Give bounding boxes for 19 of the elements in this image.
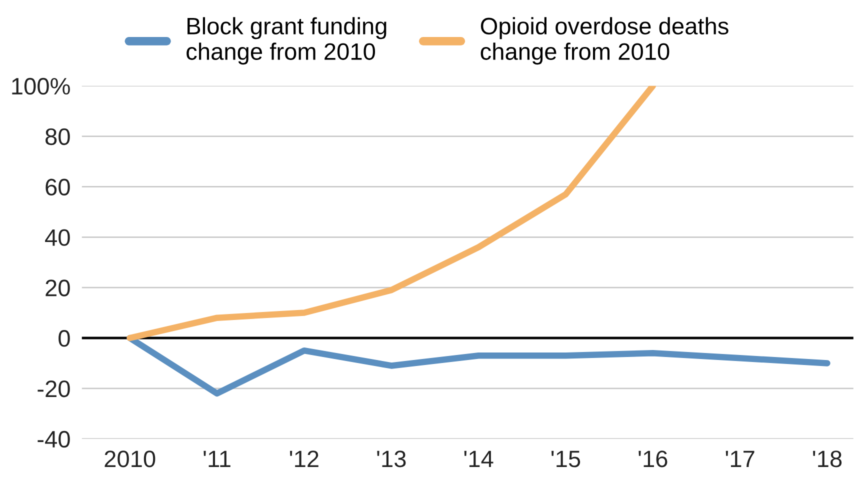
x-tick-label: '18 — [813, 450, 842, 468]
y-tick-label: -20 — [38, 380, 70, 398]
y-tick-label: 100% — [12, 78, 70, 95]
y-tick-label: 40 — [45, 229, 70, 246]
y-tick-label: 20 — [46, 280, 70, 296]
x-tick-label: '15 — [552, 450, 580, 468]
legend-label: Opioid overdose deaths change from 2010 — [480, 17, 728, 65]
x-tick-label: '12 — [290, 450, 318, 468]
x-tick-label: '11 — [204, 450, 230, 468]
x-tick-label: 2010 — [104, 450, 156, 468]
y-tick-label: -40 — [38, 430, 70, 448]
x-tick-label: '17 — [726, 450, 754, 468]
y-tick-label: 80 — [46, 128, 70, 146]
y-tick-label: 0 — [58, 330, 70, 347]
x-tick-label: '14 — [464, 450, 494, 468]
x-tick-label: '13 — [377, 450, 406, 468]
x-tick-label: '16 — [638, 450, 668, 468]
legend-label: Block grant funding change from 2010 — [186, 17, 386, 65]
y-tick-label: 60 — [46, 178, 70, 196]
